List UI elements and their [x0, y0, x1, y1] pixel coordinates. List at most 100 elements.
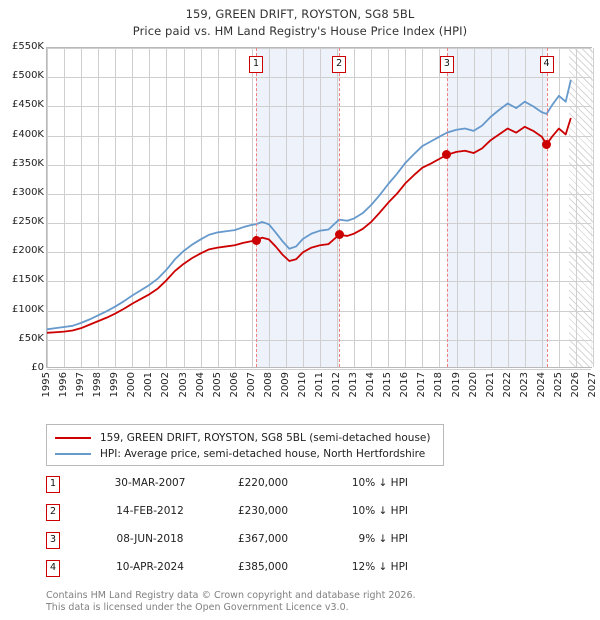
x-tick-label: 1995	[41, 372, 52, 398]
legend-item-1: 159, GREEN DRIFT, ROYSTON, SG8 5BL (semi…	[53, 430, 437, 446]
gridline-vertical	[439, 48, 441, 367]
legend-swatch-icon	[55, 437, 91, 439]
x-tick-label: 2014	[365, 372, 377, 398]
x-tick-label: 2022	[501, 372, 513, 398]
x-tick-label: 2025	[552, 372, 564, 398]
y-tick-label: £300K	[11, 186, 44, 198]
gridline-vertical	[302, 48, 304, 367]
y-tick-label: £400K	[11, 128, 44, 140]
x-tick-label: 2010	[296, 372, 308, 398]
gridline-horizontal	[47, 193, 591, 195]
gridline-vertical	[234, 48, 236, 367]
x-tick-label: 2003	[177, 372, 189, 398]
gridline-vertical	[64, 48, 66, 367]
x-tick-label: 1999	[109, 372, 121, 398]
x-tick-label: 1997	[75, 372, 87, 398]
gridline-vertical	[166, 48, 168, 367]
table-row[interactable]: 2 14-FEB-2012 £230,000 10% ↓ HPI	[46, 502, 466, 530]
gridline-vertical	[285, 48, 287, 367]
x-tick-label: 2006	[228, 372, 240, 398]
gridline-vertical	[98, 48, 100, 367]
gridline-vertical	[115, 48, 117, 367]
x-tick-label: 2023	[518, 372, 530, 398]
legend-label: HPI: Average price, semi-detached house,…	[100, 448, 426, 460]
y-tick-label: £500K	[11, 70, 44, 82]
row-sale-price: £220,000	[237, 477, 289, 489]
gridline-vertical	[456, 48, 458, 367]
y-tick-label: £550K	[11, 41, 44, 52]
gridline-horizontal	[47, 48, 591, 49]
title-line-2: Price paid vs. HM Land Registry's House …	[132, 24, 468, 38]
footer-attribution: Contains HM Land Registry data © Crown c…	[46, 590, 566, 613]
row-marker-badge: 2	[46, 504, 60, 521]
x-tick-label: 2021	[484, 372, 496, 398]
gridline-vertical	[507, 48, 509, 367]
series-line	[46, 79, 572, 331]
y-tick-label: £250K	[11, 216, 44, 228]
annotation-vline-2	[339, 48, 341, 367]
plot-area: 1 2 3 4	[46, 47, 594, 370]
sale-point-3[interactable]	[442, 150, 452, 160]
gridline-vertical	[371, 48, 373, 367]
row-sale-date: 30-MAR-2007	[114, 477, 186, 489]
series-container	[46, 79, 572, 334]
table-row[interactable]: 4 10-APR-2024 £385,000 12% ↓ HPI	[46, 558, 466, 586]
x-tick-label: 2004	[194, 372, 206, 398]
x-tick-label: 2027	[587, 372, 598, 398]
legend-swatch-icon	[55, 453, 91, 455]
sale-point-2[interactable]	[334, 230, 344, 240]
gridline-horizontal	[47, 281, 591, 283]
gridline-vertical	[575, 48, 577, 367]
gridline-vertical	[337, 48, 339, 367]
y-tick-label: £0	[31, 362, 44, 373]
gridline-vertical	[490, 48, 492, 367]
row-hpi-delta: 12% ↓ HPI	[351, 561, 408, 573]
footer-line-2: This data is licensed under the Open Gov…	[46, 601, 349, 613]
x-tick-label: 2020	[467, 372, 479, 398]
gridline-vertical	[320, 48, 321, 367]
x-tick-label: 2000	[126, 372, 138, 398]
chart-marker-1[interactable]: 1	[249, 56, 264, 73]
table-row[interactable]: 3 08-JUN-2018 £367,000 9% ↓ HPI	[46, 530, 466, 558]
row-sale-date: 08-JUN-2018	[116, 533, 184, 545]
row-hpi-delta: 10% ↓ HPI	[351, 477, 408, 489]
y-tick-label: £100K	[11, 303, 44, 315]
x-tick-label: 2001	[143, 372, 155, 398]
x-axis-labels: 1995 1996 1997 1998 1999 2000 2001 2002 2003 2004…	[41, 372, 598, 418]
gridline-vertical	[405, 48, 407, 367]
gridline-horizontal	[47, 310, 591, 312]
annotation-vline-1	[256, 48, 258, 367]
sale-point-4[interactable]	[542, 139, 552, 149]
future-hatch-region	[569, 48, 593, 367]
gridline-vertical	[47, 48, 48, 367]
y-tick-label: £450K	[11, 99, 44, 111]
ownership-band-1	[256, 48, 340, 367]
series-line	[46, 117, 572, 334]
gridline-vertical	[200, 48, 202, 367]
x-tick-label: 1998	[92, 372, 104, 398]
price-history-chart: 1 2 3 4	[46, 47, 594, 370]
sale-point-1[interactable]	[251, 236, 261, 246]
ownership-band-2	[446, 48, 547, 367]
row-marker-badge: 4	[46, 560, 60, 577]
x-tick-label: 2011	[314, 372, 325, 398]
chart-marker-2[interactable]: 2	[332, 56, 347, 73]
x-tick-label: 2012	[331, 372, 343, 398]
gridline-horizontal	[47, 77, 591, 79]
row-sale-price: £230,000	[237, 505, 289, 517]
chart-marker-3[interactable]: 3	[439, 56, 454, 73]
x-tick-label: 2024	[535, 372, 547, 398]
gridline-vertical	[354, 48, 356, 367]
legend-label: 159, GREEN DRIFT, ROYSTON, SG8 5BL (semi…	[100, 432, 431, 444]
x-tick-label: 2009	[279, 372, 291, 398]
x-tick-label: 2015	[382, 372, 394, 398]
table-row[interactable]: 1 30-MAR-2007 £220,000 10% ↓ HPI	[46, 474, 466, 502]
gridline-horizontal	[47, 106, 591, 108]
gridline-vertical	[422, 48, 424, 367]
chart-marker-4[interactable]: 4	[539, 56, 554, 73]
gridline-vertical	[388, 48, 390, 367]
row-hpi-delta: 9% ↓ HPI	[358, 533, 408, 545]
gridline-horizontal	[47, 252, 591, 254]
row-sale-price: £367,000	[237, 533, 289, 545]
